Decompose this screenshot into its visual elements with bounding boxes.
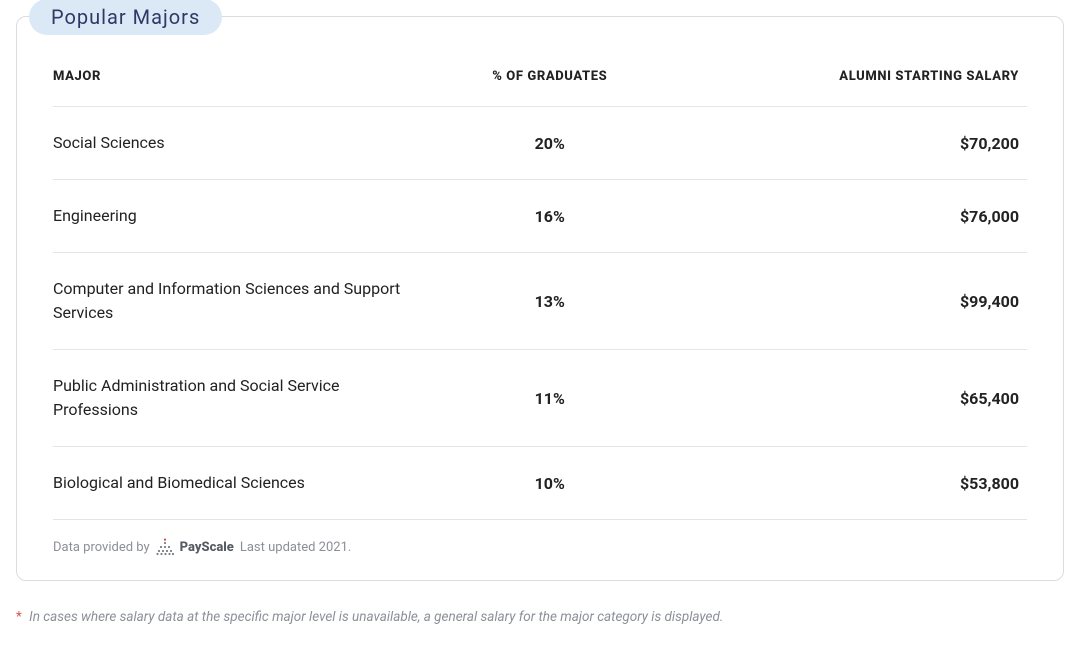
col-header-pct: % OF GRADUATES bbox=[423, 69, 676, 107]
payscale-brand-text: PayScale bbox=[180, 540, 234, 555]
cell-pct: 13% bbox=[423, 253, 676, 350]
table-row: Social Sciences 20% $70,200 bbox=[53, 107, 1027, 180]
table-header-row: MAJOR % OF GRADUATES ALUMNI STARTING SAL… bbox=[53, 69, 1027, 107]
salary-footnote: * In cases where salary data at the spec… bbox=[16, 609, 1064, 625]
data-provider-row: Data provided by bbox=[53, 520, 1027, 558]
table-row: Computer and Information Sciences and Su… bbox=[53, 253, 1027, 350]
cell-major: Computer and Information Sciences and Su… bbox=[53, 253, 423, 350]
majors-table: MAJOR % OF GRADUATES ALUMNI STARTING SAL… bbox=[53, 69, 1027, 520]
table-row: Engineering 16% $76,000 bbox=[53, 180, 1027, 253]
card-title-text: Popular Majors bbox=[51, 5, 200, 29]
cell-pct: 10% bbox=[423, 447, 676, 520]
col-header-major: MAJOR bbox=[53, 69, 423, 107]
cell-salary: $70,200 bbox=[676, 107, 1027, 180]
card-title-pill: Popular Majors bbox=[29, 0, 222, 35]
payscale-dots-icon bbox=[156, 538, 174, 556]
provider-updated: Last updated 2021. bbox=[240, 540, 351, 555]
cell-major: Social Sciences bbox=[53, 107, 423, 180]
payscale-logo: PayScale bbox=[156, 538, 234, 556]
cell-pct: 16% bbox=[423, 180, 676, 253]
cell-salary: $65,400 bbox=[676, 350, 1027, 447]
majors-table-body: Social Sciences 20% $70,200 Engineering … bbox=[53, 107, 1027, 520]
footnote-text: In cases where salary data at the specif… bbox=[29, 609, 723, 625]
cell-pct: 11% bbox=[423, 350, 676, 447]
cell-major: Engineering bbox=[53, 180, 423, 253]
table-row: Public Administration and Social Service… bbox=[53, 350, 1027, 447]
cell-salary: $76,000 bbox=[676, 180, 1027, 253]
footnote-asterisk: * bbox=[16, 609, 22, 625]
cell-salary: $53,800 bbox=[676, 447, 1027, 520]
cell-major: Biological and Biomedical Sciences bbox=[53, 447, 423, 520]
col-header-salary: ALUMNI STARTING SALARY bbox=[676, 69, 1027, 107]
table-row: Biological and Biomedical Sciences 10% $… bbox=[53, 447, 1027, 520]
cell-salary: $99,400 bbox=[676, 253, 1027, 350]
cell-pct: 20% bbox=[423, 107, 676, 180]
popular-majors-card: Popular Majors MAJOR % OF GRADUATES ALUM… bbox=[16, 16, 1064, 581]
provider-prefix: Data provided by bbox=[53, 540, 150, 555]
cell-major: Public Administration and Social Service… bbox=[53, 350, 423, 447]
